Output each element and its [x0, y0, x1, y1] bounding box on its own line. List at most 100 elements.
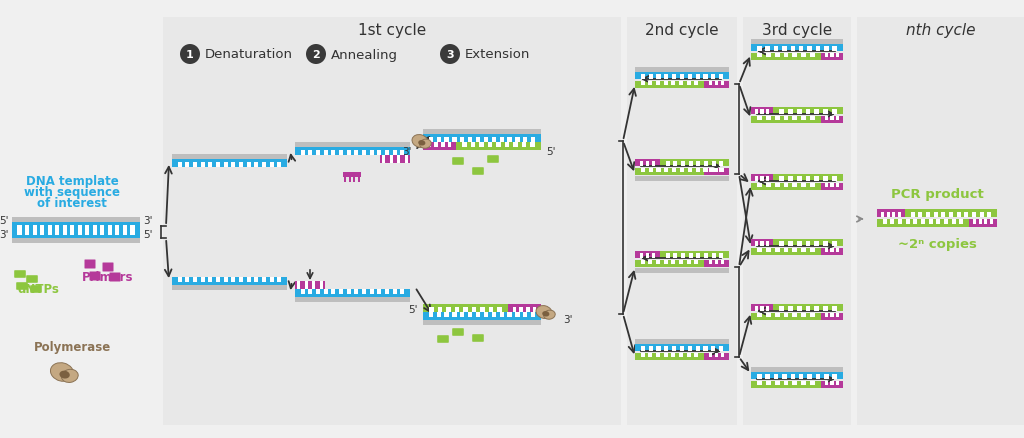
Bar: [456, 143, 541, 151]
Bar: [392, 151, 396, 155]
Bar: [648, 260, 652, 265]
Bar: [791, 47, 795, 52]
Bar: [513, 307, 516, 312]
Bar: [656, 75, 660, 80]
Bar: [269, 162, 273, 168]
Bar: [498, 307, 502, 312]
Bar: [797, 242, 802, 247]
Bar: [25, 230, 29, 236]
Bar: [779, 242, 784, 247]
Bar: [641, 75, 645, 80]
Bar: [751, 40, 843, 45]
Bar: [193, 277, 197, 283]
Bar: [814, 242, 819, 247]
Bar: [646, 162, 649, 166]
Bar: [775, 183, 779, 187]
Ellipse shape: [50, 363, 74, 381]
Bar: [305, 281, 308, 290]
Bar: [479, 143, 483, 148]
Bar: [172, 159, 287, 168]
Circle shape: [440, 45, 460, 65]
Bar: [665, 75, 669, 80]
Bar: [361, 151, 367, 155]
Bar: [434, 143, 438, 148]
Bar: [766, 381, 771, 385]
Bar: [444, 312, 449, 318]
Text: 3': 3': [143, 216, 153, 226]
Bar: [12, 218, 140, 223]
Bar: [679, 260, 683, 265]
Text: 3': 3': [563, 314, 572, 324]
Bar: [705, 168, 729, 175]
Bar: [766, 110, 769, 115]
Bar: [761, 177, 764, 182]
Bar: [423, 130, 541, 135]
Bar: [801, 116, 806, 121]
Bar: [521, 143, 526, 148]
Bar: [635, 260, 705, 267]
Bar: [47, 230, 52, 236]
Bar: [55, 230, 59, 236]
Bar: [793, 381, 797, 385]
Bar: [898, 219, 902, 225]
Bar: [193, 162, 197, 168]
Bar: [646, 254, 649, 258]
Text: Extension: Extension: [465, 48, 530, 61]
Bar: [262, 277, 266, 283]
Bar: [100, 230, 104, 236]
Bar: [627, 18, 737, 425]
Text: 1: 1: [186, 50, 194, 60]
Bar: [55, 225, 59, 230]
Bar: [830, 381, 834, 385]
Bar: [635, 168, 729, 175]
Bar: [460, 138, 465, 143]
Bar: [635, 268, 729, 273]
Bar: [898, 212, 901, 218]
Bar: [93, 225, 97, 230]
Bar: [324, 290, 328, 294]
Circle shape: [306, 45, 326, 65]
FancyBboxPatch shape: [27, 276, 38, 283]
Bar: [515, 312, 519, 318]
Bar: [508, 304, 541, 312]
Bar: [492, 312, 496, 318]
Text: 3': 3': [0, 230, 9, 240]
Bar: [688, 162, 693, 166]
Bar: [377, 290, 382, 294]
Bar: [423, 312, 541, 320]
Bar: [836, 53, 839, 58]
Bar: [130, 225, 134, 230]
Bar: [774, 47, 778, 52]
Bar: [648, 81, 652, 86]
Bar: [297, 281, 300, 290]
Bar: [353, 177, 355, 183]
Bar: [497, 143, 501, 148]
FancyBboxPatch shape: [89, 272, 100, 281]
Bar: [990, 219, 993, 225]
Text: with sequence: with sequence: [24, 186, 120, 199]
Bar: [462, 143, 467, 148]
Bar: [370, 151, 374, 155]
Bar: [400, 151, 404, 155]
Bar: [377, 151, 382, 155]
Bar: [719, 168, 723, 173]
Bar: [944, 219, 948, 225]
FancyBboxPatch shape: [437, 336, 449, 343]
Bar: [715, 353, 718, 357]
Bar: [656, 260, 660, 265]
Bar: [755, 242, 758, 247]
Bar: [703, 75, 708, 80]
Bar: [480, 307, 484, 312]
Bar: [429, 307, 434, 312]
Bar: [959, 219, 964, 225]
Bar: [515, 138, 519, 143]
Bar: [806, 177, 810, 182]
Bar: [679, 81, 683, 86]
Bar: [62, 230, 67, 236]
Bar: [673, 254, 678, 258]
Bar: [719, 254, 723, 258]
Bar: [721, 353, 724, 357]
Bar: [712, 75, 716, 80]
Bar: [673, 162, 678, 166]
Bar: [641, 353, 645, 357]
